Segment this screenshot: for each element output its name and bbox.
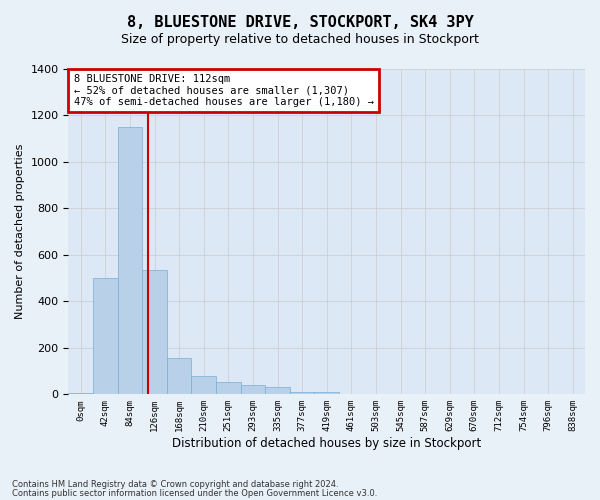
- Text: 8 BLUESTONE DRIVE: 112sqm
← 52% of detached houses are smaller (1,307)
47% of se: 8 BLUESTONE DRIVE: 112sqm ← 52% of detac…: [74, 74, 374, 107]
- Text: Contains HM Land Registry data © Crown copyright and database right 2024.: Contains HM Land Registry data © Crown c…: [12, 480, 338, 489]
- Bar: [241, 385, 265, 394]
- Text: 8, BLUESTONE DRIVE, STOCKPORT, SK4 3PY: 8, BLUESTONE DRIVE, STOCKPORT, SK4 3PY: [127, 15, 473, 30]
- Bar: [191, 376, 216, 394]
- Text: Size of property relative to detached houses in Stockport: Size of property relative to detached ho…: [121, 32, 479, 46]
- Bar: [290, 392, 314, 394]
- Bar: [216, 382, 241, 394]
- Y-axis label: Number of detached properties: Number of detached properties: [15, 144, 25, 320]
- Bar: [142, 270, 167, 394]
- X-axis label: Distribution of detached houses by size in Stockport: Distribution of detached houses by size …: [172, 437, 481, 450]
- Bar: [68, 393, 93, 394]
- Bar: [314, 392, 339, 394]
- Text: Contains public sector information licensed under the Open Government Licence v3: Contains public sector information licen…: [12, 488, 377, 498]
- Bar: [118, 127, 142, 394]
- Bar: [93, 278, 118, 394]
- Bar: [167, 358, 191, 394]
- Bar: [265, 388, 290, 394]
